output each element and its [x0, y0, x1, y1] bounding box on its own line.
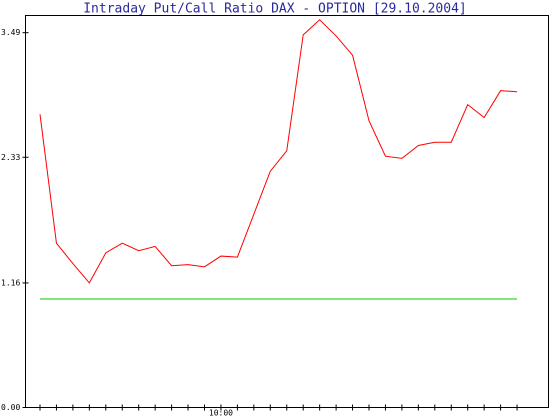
chart-title: Intraday Put/Call Ratio DAX - OPTION [29…	[83, 2, 467, 17]
x-tick-label: 10:00	[209, 409, 233, 418]
y-tick-label: 3.49	[1, 28, 20, 37]
y-tick-label: 0.00	[1, 403, 20, 412]
data-line	[39, 19, 518, 284]
y-tick-label: 1.16	[1, 278, 20, 287]
y-tick-label: 2.33	[1, 153, 20, 162]
